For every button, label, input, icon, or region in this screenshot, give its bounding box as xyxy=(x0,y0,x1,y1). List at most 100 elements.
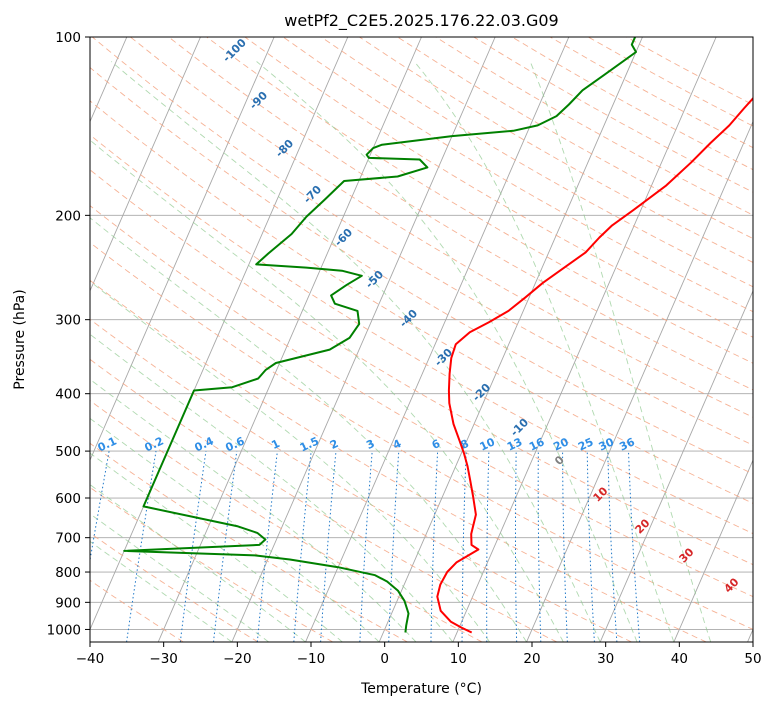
dry-adiabat-label: -80 xyxy=(273,137,296,160)
y-tick-label: 300 xyxy=(55,313,81,329)
isotherm-line xyxy=(599,289,753,642)
dewpoint-profile-line xyxy=(123,37,637,633)
moist-adiabat-line xyxy=(90,378,417,642)
moist-adiabat-line xyxy=(90,540,233,642)
dry-adiabat-label: -40 xyxy=(397,307,420,330)
isotherm-line xyxy=(526,120,753,642)
x-tick-label: −10 xyxy=(297,651,326,667)
plot-frame xyxy=(89,36,754,643)
mixing-ratio-label: 16 xyxy=(527,435,547,453)
isotherm-line xyxy=(90,37,275,462)
dry-adiabat-line xyxy=(90,400,483,642)
isotherm-line xyxy=(231,37,496,642)
dry-adiabat-line xyxy=(359,37,753,263)
dry-adiabat-line xyxy=(320,37,753,288)
dry-adiabat-label: 0 xyxy=(552,453,567,468)
chart-title: wetPf2_C2E5.2025.176.22.03.G09 xyxy=(284,11,558,31)
mixing-ratio-line xyxy=(179,451,207,642)
moist-adiabat-line xyxy=(529,61,712,642)
x-axis-label: Temperature (°C) xyxy=(360,681,482,697)
mixing-ratio-label: 20 xyxy=(551,435,571,453)
x-tick-label: 20 xyxy=(523,651,540,667)
x-tick-label: −40 xyxy=(76,651,105,667)
dry-adiabat-line xyxy=(90,358,558,642)
temperature-profile-line xyxy=(436,96,753,634)
mixing-ratio-label: 3 xyxy=(364,437,376,452)
isotherm-line xyxy=(747,628,753,642)
x-tick-label: −30 xyxy=(149,651,178,667)
mixing-ratio-line xyxy=(90,451,110,563)
series-layer xyxy=(123,37,753,634)
mixing-ratio-line xyxy=(562,451,568,642)
mixing-ratio-line xyxy=(430,451,439,642)
mixing-ratio-line xyxy=(628,451,641,642)
moist-adiabat-line xyxy=(111,61,601,642)
isotherm-line xyxy=(157,37,422,642)
x-tick-label: 30 xyxy=(597,651,614,667)
moist-adiabat-line xyxy=(90,333,454,642)
isotherm-line xyxy=(673,459,753,642)
dry-adiabat-label: -10 xyxy=(508,416,531,439)
y-tick-label: 100 xyxy=(55,30,81,46)
dry-adiabat-line xyxy=(397,37,753,240)
dry-adiabat-line xyxy=(282,37,753,313)
x-tick-label: 40 xyxy=(671,651,688,667)
y-tick-label: 500 xyxy=(55,444,81,460)
dry-adiabat-line xyxy=(90,279,707,642)
x-tick-label: −20 xyxy=(223,651,252,667)
dry-adiabat-line xyxy=(168,37,753,391)
mixing-ratio-line xyxy=(586,451,595,642)
mixing-ratio-label: 10 xyxy=(478,435,498,453)
dry-adiabat-line xyxy=(90,442,408,642)
mixing-ratio-line xyxy=(388,451,400,642)
y-tick-label: 600 xyxy=(55,491,81,507)
moist-adiabat-line xyxy=(90,280,491,642)
y-tick-label: 400 xyxy=(55,387,81,403)
mixing-ratio-label: 30 xyxy=(597,435,617,453)
dry-adiabat-line xyxy=(90,205,753,598)
moist-adiabat-line xyxy=(90,417,380,642)
dry-adiabat-line xyxy=(90,486,333,642)
dry-adiabat-label: -100 xyxy=(220,36,249,65)
isotherm-line xyxy=(452,37,717,642)
dry-adiabat-line xyxy=(511,37,753,171)
mixing-ratio-line xyxy=(320,451,337,642)
mixing-ratio-line xyxy=(515,451,518,642)
moist-adiabat-line xyxy=(90,484,306,642)
y-tick-label: 900 xyxy=(55,595,81,611)
mixing-ratio-line xyxy=(256,451,278,642)
moist-adiabat-line xyxy=(90,513,269,642)
dry-adiabat-line xyxy=(90,66,753,475)
y-tick-label: 800 xyxy=(55,565,81,581)
dry-adiabat-label: -20 xyxy=(470,381,493,404)
moist-adiabat-line xyxy=(413,61,675,642)
dry-adiabat-line xyxy=(244,37,753,338)
y-tick-label: 1000 xyxy=(47,622,81,638)
mixing-ratio-label: 2 xyxy=(328,437,340,452)
y-axis-label: Pressure (hPa) xyxy=(12,289,28,389)
mixing-ratio-label: 4 xyxy=(391,437,404,452)
dry-adiabat-line xyxy=(206,37,753,364)
mixing-ratio-line xyxy=(486,451,490,642)
x-axis: −40 −30 −20 −10 0 10 20 30 40 50 xyxy=(76,642,762,667)
mixing-ratio-line xyxy=(359,451,373,642)
dry-adiabat-line xyxy=(473,37,753,193)
dry-adiabat-line xyxy=(90,169,753,566)
dry-adiabat-line xyxy=(90,318,632,642)
dry-adiabat-label: -50 xyxy=(363,268,386,291)
dry-adiabat-line xyxy=(549,37,753,149)
moist-adiabat-line xyxy=(90,452,343,642)
plot-grid: 0.1 0.2 0.4 0.6 1 1.5 2 3 4 6 8 10 13 16 20 25 30 36-100-… xyxy=(90,36,753,642)
x-tick-label: 0 xyxy=(380,651,389,667)
y-axis: 1000 900 800 700 600 500 400 300 200 100 xyxy=(47,30,90,638)
mixing-ratio-line xyxy=(293,451,312,642)
y-tick-label: 200 xyxy=(55,208,81,224)
mixing-ratio-label: 36 xyxy=(617,435,637,453)
dry-adiabat-line xyxy=(90,100,753,504)
mixing-ratio-label: 13 xyxy=(505,435,524,453)
dry-adiabat-label: 40 xyxy=(722,575,742,595)
mixing-ratio-line xyxy=(213,451,238,642)
moist-adiabat-line xyxy=(256,61,638,642)
x-tick-label: 10 xyxy=(450,651,467,667)
dry-adiabat-line xyxy=(90,241,753,630)
